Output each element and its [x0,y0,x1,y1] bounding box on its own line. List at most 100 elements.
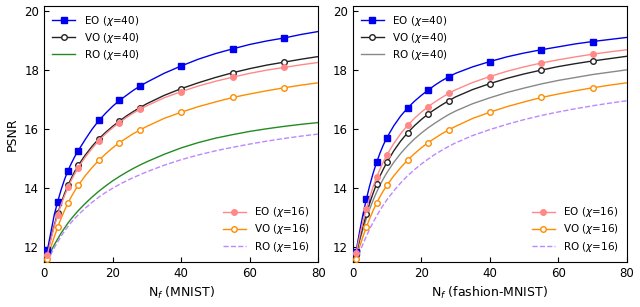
RO ($\chi$=40) [356,239,364,243]
EO ($\chi$=40) [486,60,493,63]
RO ($\chi$=16) [280,137,288,140]
EO ($\chi$=16) [44,253,51,256]
RO ($\chi$=40) [116,175,124,178]
RO ($\chi$=16) [352,260,360,264]
RO ($\chi$=16) [116,183,124,186]
RO ($\chi$=16) [376,208,384,212]
EO ($\chi$=16) [74,166,82,169]
VO ($\chi$=16) [469,117,477,120]
Line: RO ($\chi$=16): RO ($\chi$=16) [47,134,319,262]
VO ($\chi$=40) [64,184,72,187]
RO ($\chi$=40) [81,202,89,205]
RO ($\chi$=40) [51,243,58,247]
EO ($\chi$=16) [376,167,384,171]
EO ($\chi$=16) [246,72,253,75]
VO ($\chi$=16) [417,146,425,150]
Legend: EO ($\chi$=16), VO ($\chi$=16), RO ($\chi$=16): EO ($\chi$=16), VO ($\chi$=16), RO ($\ch… [220,202,313,257]
VO ($\chi$=40) [555,65,563,68]
EO ($\chi$=40) [195,57,202,61]
EO ($\chi$=40) [424,88,432,92]
EO ($\chi$=16) [195,84,202,88]
EO ($\chi$=16) [362,207,370,211]
EO ($\chi$=16) [315,60,323,64]
EO ($\chi$=16) [410,117,418,120]
EO ($\chi$=40) [469,65,477,69]
RO ($\chi$=16) [195,153,202,157]
EO ($\chi$=40) [61,177,68,181]
EO ($\chi$=16) [122,116,130,119]
RO ($\chi$=40) [61,226,68,230]
VO ($\chi$=16) [555,92,563,96]
VO ($\chi$=40) [68,176,76,180]
VO ($\chi$=40) [58,201,65,205]
VO ($\chi$=40) [195,81,202,85]
VO ($\chi$=40) [280,60,288,64]
VO ($\chi$=40) [538,68,545,72]
VO ($\chi$=40) [298,57,305,61]
Legend: EO ($\chi$=16), VO ($\chi$=16), RO ($\chi$=16): EO ($\chi$=16), VO ($\chi$=16), RO ($\ch… [529,202,622,257]
EO ($\chi$=40) [503,55,511,59]
VO ($\chi$=40) [486,82,493,85]
VO ($\chi$=16) [61,208,68,212]
EO ($\chi$=40) [315,30,323,33]
VO ($\chi$=16) [538,96,545,99]
EO ($\chi$=16) [538,61,545,65]
RO ($\chi$=16) [383,198,391,202]
RO ($\chi$=40) [445,113,452,116]
VO ($\chi$=16) [51,235,58,239]
EO ($\chi$=40) [452,72,460,75]
RO ($\chi$=40) [431,121,439,125]
VO ($\chi$=16) [380,189,387,192]
VO ($\chi$=40) [212,76,220,79]
EO ($\chi$=40) [263,39,271,43]
EO ($\chi$=40) [359,213,367,217]
EO ($\chi$=16) [623,48,631,52]
RO ($\chi$=16) [143,170,151,173]
RO ($\chi$=40) [44,257,51,261]
RO ($\chi$=16) [445,145,452,148]
VO ($\chi$=16) [95,158,102,162]
RO ($\chi$=40) [410,137,418,141]
RO ($\chi$=16) [74,213,82,217]
VO ($\chi$=40) [390,149,397,153]
RO ($\chi$=16) [102,191,109,194]
VO ($\chi$=40) [380,167,387,171]
EO ($\chi$=16) [71,172,79,175]
VO ($\chi$=16) [589,86,596,90]
VO ($\chi$=40) [417,118,425,122]
VO ($\chi$=40) [177,87,185,91]
VO ($\chi$=16) [572,89,579,92]
RO ($\chi$=40) [538,82,545,86]
Line: RO ($\chi$=40): RO ($\chi$=40) [47,122,319,259]
VO ($\chi$=40) [404,131,412,135]
RO ($\chi$=40) [469,102,477,106]
VO ($\chi$=16) [47,245,54,249]
RO ($\chi$=40) [555,79,563,82]
VO ($\chi$=16) [390,174,397,178]
EO ($\chi$=16) [58,203,65,206]
EO ($\chi$=16) [263,68,271,72]
VO ($\chi$=40) [520,72,528,76]
EO ($\chi$=16) [369,185,377,188]
EO ($\chi$=40) [122,94,130,97]
Line: EO ($\chi$=16): EO ($\chi$=16) [45,60,321,257]
VO ($\chi$=40) [359,225,367,228]
VO ($\chi$=40) [383,161,391,164]
EO ($\chi$=16) [452,88,460,92]
EO ($\chi$=16) [95,139,102,142]
VO ($\chi$=16) [383,184,391,187]
EO ($\chi$=40) [390,124,397,128]
RO ($\chi$=16) [95,195,102,199]
EO ($\chi$=16) [143,104,151,107]
EO ($\chi$=40) [229,47,237,51]
RO ($\chi$=16) [410,168,418,172]
VO ($\chi$=40) [372,182,380,186]
EO ($\chi$=16) [606,50,614,54]
VO ($\chi$=40) [44,251,51,255]
EO ($\chi$=40) [404,106,412,110]
VO ($\chi$=40) [54,212,61,215]
RO ($\chi$=16) [397,181,404,185]
EO ($\chi$=16) [81,155,89,159]
VO ($\chi$=40) [122,114,130,118]
Line: RO ($\chi$=16): RO ($\chi$=16) [356,101,627,262]
